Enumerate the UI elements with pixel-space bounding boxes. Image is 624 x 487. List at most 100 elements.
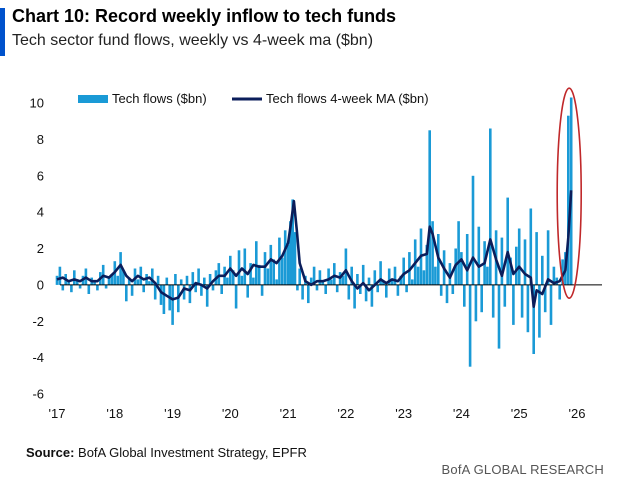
flow-bar: [283, 230, 287, 285]
flow-bar: [411, 279, 414, 285]
chart-subtitle: Tech sector fund flows, weekly vs 4-week…: [12, 32, 374, 49]
flow-bar: [361, 264, 365, 285]
flow-bar: [376, 284, 379, 293]
flow-bar: [517, 228, 521, 285]
flow-bar: [460, 252, 463, 285]
flow-bar: [286, 244, 290, 285]
flow-bar: [70, 284, 73, 293]
flow-bar: [364, 284, 368, 302]
flow-bar: [291, 199, 294, 285]
x-axis-ticks: '17 '18 '19 '20 '21 '22 '23 '24 '25 '26: [49, 406, 586, 421]
flow-bar: [347, 284, 351, 300]
flow-bar: [107, 277, 111, 285]
flow-bar: [503, 284, 507, 307]
flow-bar: [104, 284, 108, 289]
flow-bar: [125, 284, 128, 302]
flow-bar: [205, 284, 209, 307]
flow-bar: [474, 284, 478, 322]
y-tick-label: 10: [30, 96, 44, 111]
chart-canvas: 10 8 6 4 2 0 -2 -4 -6 '17 '18 '19 '20 '21 '22 '23 '24 '2…: [30, 87, 602, 421]
flow-bar: [529, 208, 533, 285]
flow-bar: [480, 284, 483, 313]
flow-bar: [203, 277, 206, 285]
x-tick-label: '20: [222, 406, 239, 421]
x-tick-label: '25: [511, 406, 528, 421]
flow-bar: [226, 277, 229, 285]
flow-bar: [396, 284, 400, 296]
x-tick-label: '21: [280, 406, 297, 421]
flow-bar: [471, 175, 475, 285]
flow-bar: [298, 268, 301, 285]
flow-bar: [87, 284, 91, 294]
y-axis-ticks: 10 8 6 4 2 0 -2 -4 -6: [30, 96, 44, 402]
flow-bar: [512, 284, 515, 325]
flow-bar: [489, 128, 492, 285]
y-tick-label: -4: [32, 350, 44, 365]
flow-bar: [231, 270, 235, 285]
flow-bar: [119, 252, 122, 285]
y-tick-label: -2: [32, 314, 44, 329]
flow-bar: [497, 284, 501, 349]
record-highlight-ellipse: [556, 87, 583, 299]
flow-bar: [543, 284, 547, 313]
y-tick-label: 2: [37, 241, 44, 256]
flow-bar: [324, 284, 327, 294]
flow-bar: [385, 284, 388, 298]
flow-bar: [312, 266, 316, 285]
flow-bar: [93, 281, 96, 285]
flow-bar: [217, 263, 221, 285]
flow-bar: [546, 230, 550, 285]
flow-bar: [549, 284, 553, 325]
flow-bar: [399, 275, 403, 285]
flow-bar: [344, 248, 348, 285]
flow-bar: [558, 284, 561, 300]
legend-swatch-flows: [78, 95, 108, 103]
flow-bar: [541, 255, 544, 285]
flow-bar: [301, 284, 304, 300]
flow-bar: [296, 284, 299, 291]
chart-title: Chart 10: Record weekly inflow to tech f…: [12, 6, 397, 26]
flow-bar: [75, 279, 79, 285]
flow-bar: [281, 257, 284, 285]
flow-bar: [451, 284, 455, 294]
flow-bar: [321, 281, 325, 285]
flow-bar: [240, 275, 244, 285]
flow-bar: [165, 277, 169, 285]
flow-bar: [255, 241, 258, 285]
flow-bar: [535, 232, 538, 285]
flow-bar: [431, 221, 434, 285]
flow-bar: [220, 284, 223, 294]
flow-bar: [500, 237, 504, 285]
flow-bar: [561, 259, 564, 285]
x-tick-label: '26: [569, 406, 586, 421]
flow-bar: [179, 279, 183, 285]
flow-bar: [272, 259, 275, 285]
flow-bar: [263, 252, 267, 285]
flow-bar: [148, 281, 151, 285]
y-tick-label: 4: [37, 205, 44, 220]
y-tick-label: 6: [37, 168, 44, 183]
source-label: Source:: [26, 445, 75, 460]
flow-bar: [457, 221, 460, 285]
flow-bar: [315, 284, 319, 291]
flow-bar: [468, 284, 472, 367]
flow-bar: [327, 268, 330, 285]
flow-bar: [116, 275, 119, 285]
source-text: BofA Global Investment Strategy, EPFR: [74, 445, 307, 460]
flow-bar: [127, 277, 131, 285]
flow-bar: [367, 277, 371, 285]
x-tick-label: '23: [395, 406, 412, 421]
flow-bar: [78, 284, 82, 289]
flow-bar: [237, 250, 241, 285]
flow-bar: [159, 284, 163, 305]
flow-bar: [506, 197, 509, 285]
flow-bar: [61, 284, 65, 291]
flow-bar: [266, 268, 270, 285]
flow-bar: [477, 226, 481, 285]
x-tick-label: '19: [164, 406, 181, 421]
flow-bar: [139, 266, 143, 285]
flow-bar: [289, 221, 292, 285]
flow-bar: [153, 284, 157, 300]
title-accent-bar: [0, 8, 5, 56]
brand-footer: BofA GLOBAL RESEARCH: [441, 462, 604, 477]
